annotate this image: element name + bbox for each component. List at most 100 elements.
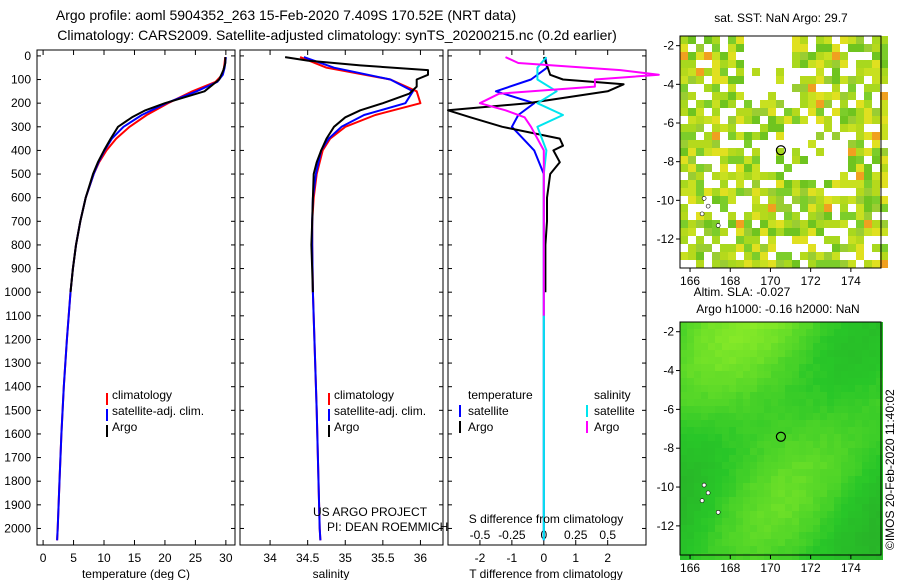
sst-cell — [864, 196, 872, 204]
sst-cell — [768, 236, 776, 244]
sla-cell — [757, 441, 764, 448]
sla-cell — [708, 420, 715, 427]
sla-cell — [799, 434, 806, 441]
sla-cell — [764, 497, 771, 504]
sst-cell — [704, 228, 712, 236]
sla-cell — [827, 448, 834, 455]
sla-cell — [841, 420, 848, 427]
sla-cell — [862, 364, 869, 371]
sst-cell — [696, 100, 704, 108]
sst-cell — [800, 100, 808, 108]
depth-tick-label: 1800 — [4, 474, 31, 488]
sla-cell — [876, 364, 883, 371]
sla-cell — [750, 483, 757, 490]
sst-cell — [688, 108, 696, 116]
imos-credit: ©IMOS 20-Feb-2020 11:40:02 — [883, 389, 897, 550]
map-y-tick-label: -6 — [663, 116, 674, 130]
sla-cell — [736, 511, 743, 518]
sla-cell — [813, 553, 820, 560]
sla-cell — [799, 518, 806, 525]
sla-cell — [757, 322, 764, 329]
sla-cell — [827, 490, 834, 497]
sst-cell — [736, 68, 744, 76]
sla-cell — [743, 483, 750, 490]
sla-cell — [771, 322, 778, 329]
sst-cell — [768, 92, 776, 100]
sla-cell — [764, 511, 771, 518]
sla-cell — [715, 364, 722, 371]
sla-cell — [687, 406, 694, 413]
sst-cell — [800, 220, 808, 228]
sst-cell — [688, 140, 696, 148]
sla-cell — [722, 357, 729, 364]
sst-cell — [680, 252, 688, 260]
sla-cell — [778, 329, 785, 336]
sla-cell — [876, 497, 883, 504]
sst-cell — [872, 156, 880, 164]
sst-cell — [736, 236, 744, 244]
sst-cell — [800, 236, 808, 244]
sla-cell — [848, 343, 855, 350]
sla-cell — [848, 378, 855, 385]
sst-cell — [696, 108, 704, 116]
sla-cell — [687, 518, 694, 525]
sla-cell — [715, 525, 722, 532]
sla-cell — [834, 455, 841, 462]
sla-cell — [729, 490, 736, 497]
sla-cell — [687, 392, 694, 399]
sla-cell — [771, 455, 778, 462]
sla-cell — [876, 336, 883, 343]
sst-cell — [728, 148, 736, 156]
sla-cell — [792, 518, 799, 525]
sla-cell — [743, 357, 750, 364]
sst-cell — [696, 180, 704, 188]
sla-cell — [855, 448, 862, 455]
sla-cell — [736, 483, 743, 490]
sst-cell — [872, 132, 880, 140]
sla-cell — [708, 476, 715, 483]
sst-cell — [840, 92, 848, 100]
sst-cell — [736, 36, 744, 44]
sla-cell — [785, 350, 792, 357]
sst-cell — [696, 244, 704, 252]
sla-cell — [750, 448, 757, 455]
sla-cell — [680, 546, 687, 553]
sst-cell — [728, 76, 736, 84]
sla-cell — [876, 413, 883, 420]
sla-cell — [708, 399, 715, 406]
salinity-xlabel: salinity — [313, 567, 350, 580]
sla-cell — [813, 448, 820, 455]
sla-cell — [743, 525, 750, 532]
sla-cell — [680, 385, 687, 392]
sla-cell — [743, 427, 750, 434]
sla-cell — [862, 406, 869, 413]
x-tick-label: 0 — [540, 551, 547, 565]
sst-cell — [824, 92, 832, 100]
sla-cell — [792, 504, 799, 511]
sla-cell — [813, 462, 820, 469]
sst-cell — [736, 164, 744, 172]
sla-cell — [736, 420, 743, 427]
sst-cell — [880, 92, 888, 100]
sla-cell — [820, 525, 827, 532]
sla-cell — [876, 350, 883, 357]
sla-cell — [722, 511, 729, 518]
sst-cell — [840, 124, 848, 132]
sst-cell — [728, 92, 736, 100]
sla-cell — [743, 329, 750, 336]
sla-cell — [869, 378, 876, 385]
sst-map-frame — [679, 35, 882, 269]
sla-cell — [848, 518, 855, 525]
sla-cell — [694, 392, 701, 399]
sla-cell — [715, 539, 722, 546]
sst-cell — [872, 60, 880, 68]
sla-cell — [764, 476, 771, 483]
sla-cell — [694, 504, 701, 511]
sla-cell — [820, 518, 827, 525]
sst-cell — [776, 76, 784, 84]
sst-cell — [696, 148, 704, 156]
sla-cell — [722, 413, 729, 420]
sla-cell — [764, 364, 771, 371]
sla-cell — [757, 343, 764, 350]
sla-cell — [841, 364, 848, 371]
